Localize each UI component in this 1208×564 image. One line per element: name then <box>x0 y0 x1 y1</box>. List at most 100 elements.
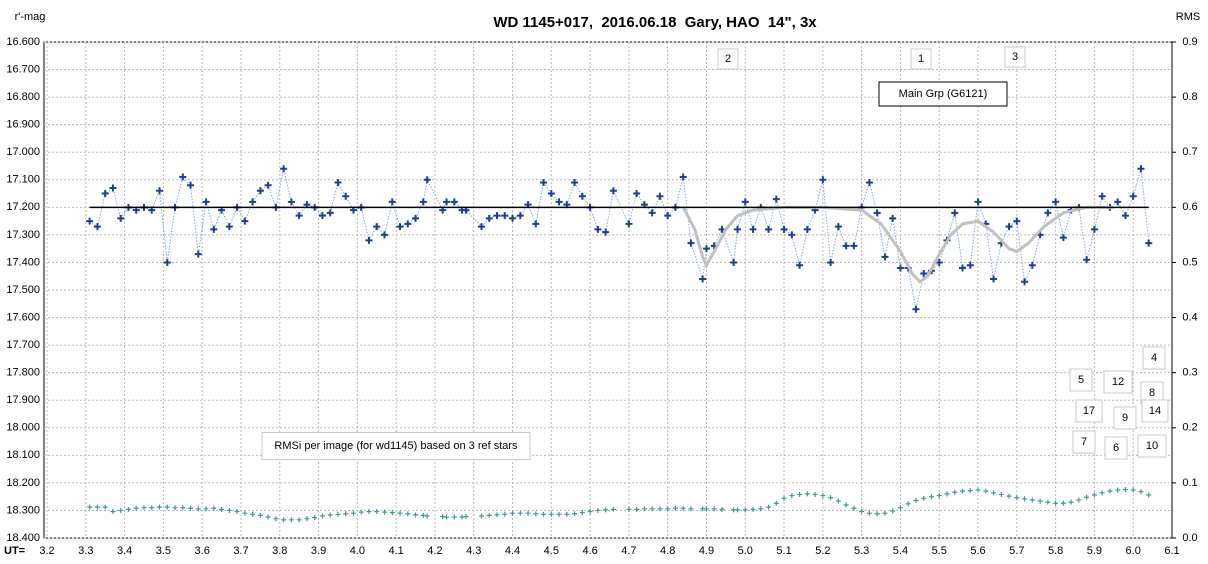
data-point <box>850 242 858 250</box>
data-point <box>625 220 633 228</box>
x-tick-label: 3.7 <box>233 545 248 557</box>
y2-tick-label: 0.9 <box>1182 36 1197 48</box>
data-point <box>1029 497 1035 503</box>
data-point <box>936 493 942 499</box>
data-point <box>730 258 738 266</box>
y2-tick-label: 0.2 <box>1182 422 1197 434</box>
x-tick-label: 5.1 <box>776 545 791 557</box>
data-point <box>509 214 517 222</box>
annotation-box <box>1075 399 1103 423</box>
data-point <box>187 181 195 189</box>
data-point <box>766 504 772 510</box>
data-point <box>983 488 989 494</box>
data-point <box>579 510 585 516</box>
x-tick-label: 5.2 <box>815 545 830 557</box>
data-point <box>633 190 641 198</box>
x-tick-label: 3.9 <box>311 545 326 557</box>
data-point <box>1099 490 1105 496</box>
data-point <box>101 190 109 198</box>
data-point <box>882 510 888 516</box>
annotation: 4 <box>1151 352 1157 364</box>
data-point <box>758 506 764 512</box>
data-point <box>921 495 927 501</box>
data-point <box>679 173 687 181</box>
data-point <box>463 514 469 520</box>
data-point <box>851 505 857 511</box>
data-point <box>172 505 178 511</box>
data-point <box>975 487 981 493</box>
data-point <box>719 506 725 512</box>
y2-tick-label: 0.5 <box>1182 256 1197 268</box>
x-tick-label: 4.6 <box>582 545 597 557</box>
y-tick-label: 17.700 <box>6 339 40 351</box>
data-point <box>87 504 93 510</box>
data-point <box>202 198 210 206</box>
annotation: 12 <box>1112 376 1124 388</box>
data-point <box>179 173 187 181</box>
data-point <box>626 506 632 512</box>
annotation-box <box>1137 434 1167 458</box>
x-tick-label: 4.9 <box>699 545 714 557</box>
data-point <box>516 212 524 220</box>
data-point <box>547 190 555 198</box>
annotation-box <box>717 48 739 70</box>
data-point <box>1021 278 1029 286</box>
x-tick-label: 4.8 <box>660 545 675 557</box>
data-point <box>365 236 373 244</box>
data-point <box>974 198 982 206</box>
y-axis-label: r'-mag <box>15 11 46 23</box>
data-point <box>118 507 124 513</box>
data-point <box>318 212 326 220</box>
data-point <box>451 514 457 520</box>
x-tick-label: 3.2 <box>39 545 54 557</box>
x-tick-label: 4.1 <box>388 545 403 557</box>
annotation: 6 <box>1113 442 1119 454</box>
y2-tick-label: 0.1 <box>1182 477 1197 489</box>
data-point <box>827 258 835 266</box>
data-point <box>734 225 742 233</box>
data-point <box>1076 497 1082 503</box>
data-point <box>1130 487 1136 493</box>
y-tick-label: 16.900 <box>6 119 40 131</box>
data-point <box>273 516 279 522</box>
data-point <box>211 505 217 511</box>
data-point <box>350 510 356 516</box>
data-point <box>195 506 201 512</box>
annotation: 3 <box>1012 51 1018 63</box>
data-point <box>865 179 873 187</box>
data-point <box>413 512 419 518</box>
data-point <box>478 513 484 519</box>
data-point <box>93 223 101 231</box>
data-point <box>1014 495 1020 501</box>
data-point <box>1045 499 1051 505</box>
data-point <box>194 250 202 258</box>
data-point <box>541 511 547 517</box>
data-point <box>912 305 920 313</box>
data-point <box>741 198 749 206</box>
data-point <box>602 228 610 236</box>
x-tick-label: 5.5 <box>932 545 947 557</box>
data-point <box>381 231 388 239</box>
data-point <box>540 179 548 187</box>
data-point <box>935 258 943 266</box>
annotation: 9 <box>1122 412 1128 424</box>
data-point <box>842 242 850 250</box>
annotation-box <box>1104 436 1128 460</box>
annotation: 14 <box>1149 405 1161 417</box>
data-point <box>109 184 117 192</box>
data-point <box>533 511 539 517</box>
data-point <box>843 502 849 508</box>
y-tick-label: 17.400 <box>6 256 40 268</box>
x-axis-label: UT= <box>4 545 25 557</box>
data-point <box>141 505 147 511</box>
data-point <box>966 261 974 269</box>
data-point <box>1091 492 1097 498</box>
data-point <box>928 494 934 500</box>
x-tick-label: 4.3 <box>466 545 481 557</box>
series-line <box>681 205 1114 284</box>
data-point <box>548 511 554 517</box>
data-point <box>773 500 779 506</box>
data-point <box>250 511 256 517</box>
x-tick-label: 3.6 <box>195 545 210 557</box>
data-point <box>502 511 508 517</box>
